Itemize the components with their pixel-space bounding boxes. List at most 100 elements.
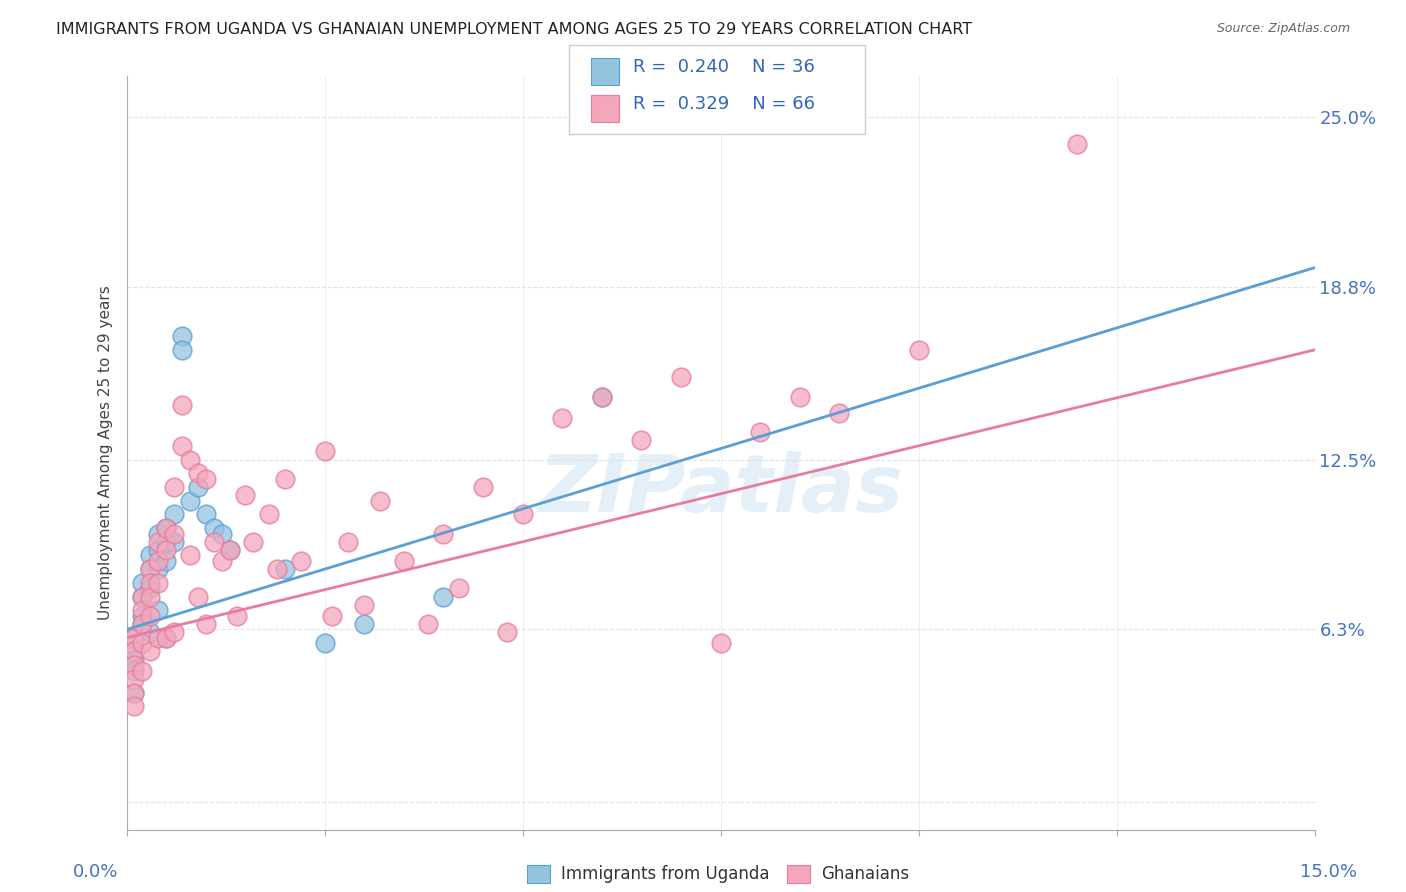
Point <box>170 329 193 343</box>
Point <box>163 508 186 522</box>
Point <box>187 590 209 604</box>
Point <box>211 554 233 568</box>
Point <box>170 439 193 453</box>
Point <box>148 562 170 576</box>
Point <box>749 425 772 439</box>
Point <box>155 521 177 535</box>
Point <box>131 617 153 632</box>
Point <box>124 644 146 658</box>
Point <box>257 508 280 522</box>
Point <box>591 390 613 404</box>
Point <box>218 543 240 558</box>
Text: 0.0%: 0.0% <box>73 863 118 881</box>
Point <box>148 603 170 617</box>
Point <box>194 508 217 522</box>
Point <box>353 617 375 632</box>
Point <box>131 608 153 623</box>
Point <box>194 617 217 632</box>
Point <box>669 370 692 384</box>
Point <box>432 526 454 541</box>
Point <box>495 625 517 640</box>
Point <box>218 543 240 558</box>
Point <box>148 631 170 645</box>
Point <box>155 554 177 568</box>
Point <box>472 480 495 494</box>
Point <box>139 625 162 640</box>
Point <box>124 672 146 686</box>
Point <box>139 644 162 658</box>
Point <box>124 685 146 699</box>
Point <box>211 526 233 541</box>
Point <box>194 472 217 486</box>
Point <box>187 467 209 481</box>
Point <box>163 625 186 640</box>
Point <box>416 617 439 632</box>
Point <box>148 534 170 549</box>
Point <box>155 534 177 549</box>
Point <box>226 608 249 623</box>
Point <box>170 398 193 412</box>
Point <box>314 444 336 458</box>
Point <box>337 534 360 549</box>
Point <box>139 590 162 604</box>
Point <box>155 631 177 645</box>
Text: Immigrants from Uganda: Immigrants from Uganda <box>561 865 769 883</box>
Point <box>789 390 811 404</box>
Point <box>163 526 186 541</box>
Text: R =  0.329    N = 66: R = 0.329 N = 66 <box>633 95 814 113</box>
Point <box>131 590 153 604</box>
Point <box>907 343 929 357</box>
Point <box>266 562 288 576</box>
Text: R =  0.240    N = 36: R = 0.240 N = 36 <box>633 58 814 76</box>
Point <box>155 543 177 558</box>
Point <box>551 411 574 425</box>
Point <box>131 603 153 617</box>
Point <box>710 636 733 650</box>
Point <box>139 562 162 576</box>
Point <box>233 488 257 502</box>
Point <box>124 685 146 699</box>
Point <box>131 575 153 590</box>
Point <box>368 493 391 508</box>
Point <box>139 608 162 623</box>
Point <box>274 472 297 486</box>
Point <box>187 480 209 494</box>
Point <box>353 598 375 612</box>
Point <box>202 534 225 549</box>
Point <box>449 582 471 596</box>
Point <box>124 631 146 645</box>
Text: ZIPatlas: ZIPatlas <box>538 451 903 529</box>
Point <box>828 406 851 420</box>
Point <box>124 664 146 678</box>
Point <box>630 434 652 448</box>
Point <box>124 658 146 673</box>
Point <box>314 636 336 650</box>
Point <box>163 480 186 494</box>
Point <box>432 590 454 604</box>
Point <box>124 631 146 645</box>
Point <box>179 493 201 508</box>
Point <box>242 534 264 549</box>
Point <box>155 521 177 535</box>
Point <box>148 543 170 558</box>
Point <box>179 452 201 467</box>
Point <box>139 575 162 590</box>
Point <box>124 652 146 666</box>
Point <box>131 636 153 650</box>
Point <box>202 521 225 535</box>
Point <box>124 644 146 658</box>
Point <box>321 608 343 623</box>
Point <box>163 534 186 549</box>
Point <box>179 549 201 563</box>
Point <box>124 699 146 714</box>
Point <box>155 631 177 645</box>
Point <box>148 554 170 568</box>
Text: Source: ZipAtlas.com: Source: ZipAtlas.com <box>1216 22 1350 36</box>
Point <box>148 526 170 541</box>
Point <box>139 562 162 576</box>
Y-axis label: Unemployment Among Ages 25 to 29 years: Unemployment Among Ages 25 to 29 years <box>97 285 112 620</box>
Text: 15.0%: 15.0% <box>1301 863 1357 881</box>
Point <box>512 508 534 522</box>
Point <box>139 549 162 563</box>
Point <box>392 554 415 568</box>
